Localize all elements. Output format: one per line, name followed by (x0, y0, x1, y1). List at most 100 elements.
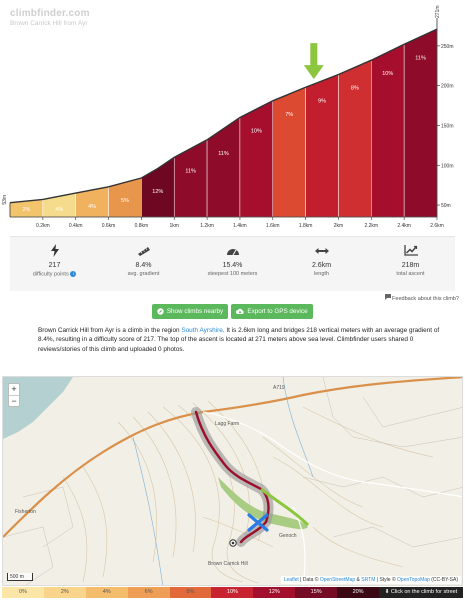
x-tick-label: 2km (334, 223, 343, 229)
legend-swatch: 4% (85, 587, 128, 598)
x-tick-label: 1.4km (233, 223, 247, 229)
map-attribution: Leaflet | Data © OpenStreetMap & SRTM | … (280, 576, 461, 584)
legend-swatch: 12% (253, 587, 296, 598)
x-tick-label: 0.2km (36, 223, 50, 229)
x-tick-label: 2.2km (364, 223, 378, 229)
steepest-marker-arrow (303, 43, 324, 80)
segment-gradient-label: 4% (55, 207, 63, 213)
y-tick-label: 250m (441, 44, 454, 50)
legend-swatch: 10% (211, 587, 254, 598)
street-view-marker[interactable] (247, 513, 269, 532)
profile-segment (305, 74, 339, 218)
y-tick-label: 50m (441, 203, 451, 209)
stat-label: difficulty points i (10, 271, 99, 277)
segment-gradient-label: 10% (382, 71, 393, 77)
map-label: Genoch (279, 533, 297, 539)
brand-subtitle: Brown Carrick Hill from Ayr (10, 20, 88, 27)
info-icon[interactable]: i (70, 271, 77, 277)
zoom-out-button[interactable]: − (9, 395, 19, 406)
zoom-control: + − (8, 383, 20, 407)
y-tick-label: 100m (441, 163, 454, 169)
x-tick-label: 1.8km (299, 223, 313, 229)
segment-gradient-label: 9% (318, 98, 326, 104)
brand-name: climbfinder.com (10, 8, 90, 19)
segment-gradient-label: 8% (351, 86, 359, 92)
x-tick-label: 0.8km (135, 223, 149, 229)
street-view-tip: ⬇ Click on the climb for street view (379, 587, 464, 598)
segment-gradient-label: 12% (152, 189, 163, 195)
legend-swatch: 20% (337, 587, 380, 598)
otm-link[interactable]: OpenTopoMap (397, 577, 430, 583)
feedback-label: Feedback about this climb? (392, 296, 459, 302)
osm-link[interactable]: OpenStreetMap (319, 577, 356, 583)
end-elevation-label: 271m (435, 5, 441, 18)
map-scale: 500 m (7, 573, 33, 581)
topo-map: Lagg Farm Fisherton Brown Carrick Hill G… (3, 377, 462, 585)
stat-label: steepest 100 meters (207, 271, 258, 277)
ruler-icon (99, 244, 188, 257)
sea-area (3, 377, 73, 439)
profile-segment (371, 43, 405, 218)
comment-icon (384, 294, 391, 300)
cloud-download-icon (236, 308, 245, 314)
srtm-link[interactable]: SRTM (361, 577, 376, 583)
summit-marker[interactable] (229, 539, 237, 547)
stat-value: 15.4% (222, 262, 243, 269)
segment-gradient-label: 11% (415, 55, 426, 61)
profile-segment (338, 59, 372, 218)
segment-gradient-label: 4% (88, 204, 96, 210)
segment-gradient-label: 11% (218, 151, 229, 157)
y-tick-label: 150m (441, 123, 454, 129)
profile-segment (173, 139, 208, 218)
x-tick-label: 1.2km (200, 223, 214, 229)
stat-value: 218m (401, 262, 420, 269)
segment-gradient-label: 10% (251, 129, 262, 135)
profile-segment (141, 156, 175, 218)
profile-segment (206, 117, 241, 218)
leaflet-link[interactable]: Leaflet (283, 577, 299, 583)
gradient-legend: 0% 2% 4% 6% 8% 10% 12% 15% 20% ⬇ Click on the cli… (2, 587, 464, 598)
field-boundaries (3, 377, 462, 585)
button-label: Show climbs nearby (166, 308, 224, 315)
legend-swatch: 2% (43, 587, 86, 598)
streams (132, 377, 314, 585)
region-link[interactable]: South Ayrshire (181, 327, 223, 334)
compass-icon (157, 308, 164, 315)
arrows-h-icon (277, 244, 366, 257)
climb-description: Brown Carrick Hill from Ayr is a climb i… (38, 327, 440, 353)
stat-value: 2.6km (311, 262, 332, 269)
zoom-in-button[interactable]: + (11, 384, 17, 394)
map-label: Lagg Farm (215, 421, 239, 427)
show-climbs-nearby-button[interactable]: Show climbs nearby (152, 304, 228, 319)
climb-map[interactable]: Lagg Farm Fisherton Brown Carrick Hill G… (2, 376, 463, 586)
stat-label: total ascent (396, 271, 425, 277)
main-road (3, 377, 462, 538)
segment-gradient-label: 7% (285, 112, 293, 118)
x-tick-label: 1.6km (266, 223, 280, 229)
chart-up-icon (366, 244, 455, 257)
stat-difficulty: 217 difficulty points i (10, 237, 99, 291)
profile-segment (239, 100, 274, 218)
elevation-profile: 2% 4% 4% 5% 12% 11% 11% 10% 7% 9% 8% 10% 11% 53m 271m 5… (0, 0, 465, 236)
brand: climbfinder.com Brown Carrick Hill from … (10, 8, 90, 27)
y-tick-label: 200m (441, 84, 454, 90)
segment-gradient-label: 11% (185, 168, 196, 174)
elevation-profile-chart: 2% 4% 4% 5% 12% 11% 11% 10% 7% 9% 8% 10% 11% 53m 271m 5… (2, 5, 454, 229)
stat-label: length (314, 271, 329, 277)
map-label: Brown Carrick Hill (208, 561, 248, 567)
contour-lines (62, 400, 434, 584)
map-label: Fisherton (15, 509, 36, 515)
x-tick-label: 2.4km (397, 223, 411, 229)
legend-swatch: 0% (2, 587, 44, 598)
climb-stats: 217 difficulty points i 8.4% avg. gradie… (10, 236, 455, 291)
feedback-link[interactable]: Feedback about this climb? (384, 294, 459, 302)
legend-swatch: 15% (295, 587, 338, 598)
minor-road (202, 411, 462, 498)
export-gps-button[interactable]: Export to GPS device (231, 304, 313, 319)
segment-gradient-label: 5% (121, 198, 129, 204)
stat-steepest: 15.4% steepest 100 meters (188, 237, 277, 291)
stat-value: 8.4% (135, 262, 152, 269)
map-labels: Lagg Farm Fisherton Brown Carrick Hill G… (15, 385, 297, 567)
segment-gradient-label: 2% (22, 207, 30, 213)
stat-value: 217 (48, 262, 61, 269)
